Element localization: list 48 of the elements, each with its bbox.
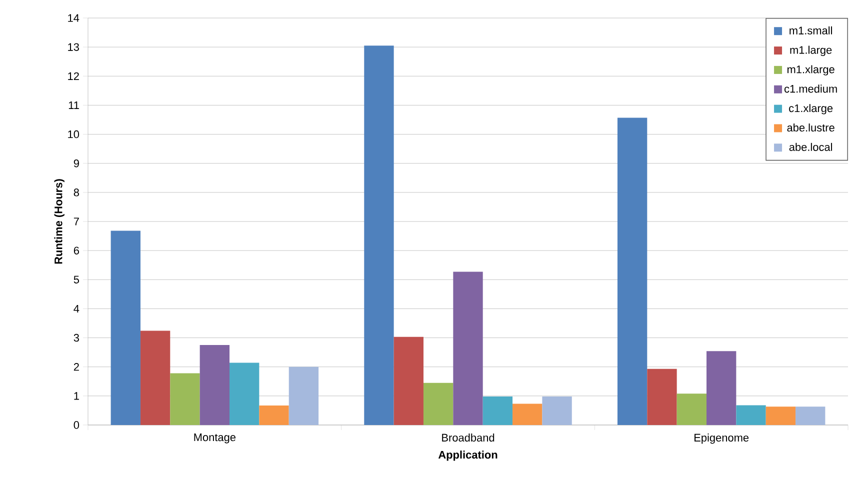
x-axis-title: Application [438,450,498,461]
y-tick-label: 5 [74,276,80,284]
y-tick-label: 14 [68,14,80,22]
y-tick-label: 3 [74,334,79,342]
bar [110,230,140,425]
legend-label: abe.lustre [787,123,834,132]
y-tick-label: 4 [74,304,80,312]
bar [200,345,230,425]
y-tick-label: 7 [74,218,79,226]
x-tick-label: Epigenome [694,434,749,444]
legend-label: m1.large [790,46,832,56]
bar [453,272,483,425]
legend-label: c1.medium [784,84,837,93]
x-tick-label: Broadband [442,434,494,442]
bar [647,368,677,425]
x-tick-label: Montage [194,434,236,444]
bar [482,396,513,425]
legend-label: m1.xlarge [787,65,834,76]
bar [512,404,542,425]
bar [706,351,736,425]
bar [140,330,170,425]
y-tick-label: 6 [74,246,79,254]
bar [736,405,766,425]
bar [423,382,454,425]
bar [796,406,826,425]
legend-label: m1.small [790,26,832,34]
bar [542,396,572,425]
bar [230,362,260,425]
y-tick-label: 1 [74,392,79,400]
y-axis-title: Runtime (Hours) [54,179,64,264]
bar [766,406,796,425]
bar [170,373,200,425]
bar [394,336,424,425]
bar [617,118,648,425]
legend-label: c1.xlarge [789,104,833,114]
y-tick-label: 9 [74,159,79,168]
y-tick-label: 10 [68,130,80,138]
y-tick-label: 0 [74,421,80,429]
bar [288,366,319,425]
y-tick-label: 8 [74,188,79,196]
y-tick-label: 12 [68,72,79,80]
y-tick-label: 13 [68,43,79,51]
bar [676,394,707,425]
bar [364,46,394,425]
y-tick-label: 2 [74,363,79,371]
legend-label: abe.local [789,142,832,151]
y-tick-label: 11 [68,101,79,109]
bar [259,406,289,425]
